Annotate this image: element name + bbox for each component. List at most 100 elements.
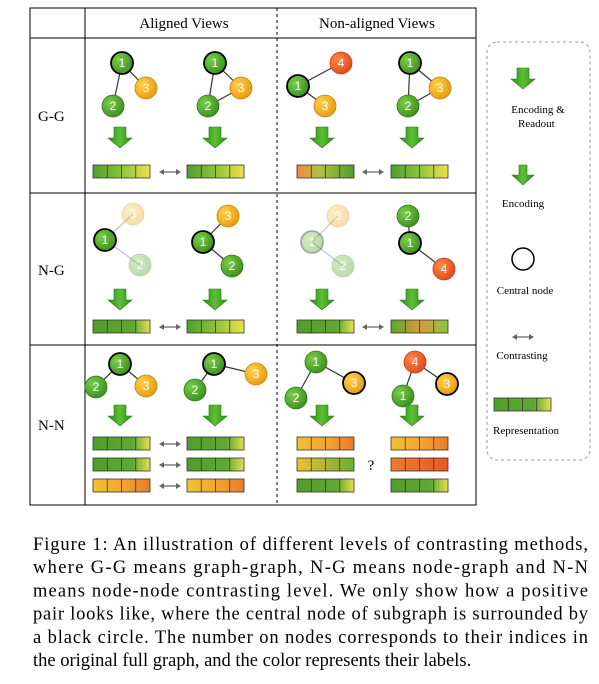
block-arrow xyxy=(202,126,228,149)
node: 2 xyxy=(396,94,420,118)
node-label: 4 xyxy=(441,262,448,276)
node: 2 xyxy=(331,254,355,278)
node-label: 3 xyxy=(253,367,260,381)
contrast-arrow-head xyxy=(512,334,534,340)
block-arrow xyxy=(309,404,335,427)
node: 3 xyxy=(134,374,158,398)
node-circle xyxy=(134,374,158,398)
node-circle xyxy=(428,76,452,100)
table-border xyxy=(29,7,477,506)
node: 1 xyxy=(286,74,310,98)
node-circle xyxy=(313,94,337,118)
node-label: 2 xyxy=(405,209,412,223)
node: 3 xyxy=(428,76,452,100)
node: 1 xyxy=(398,51,422,75)
node-circle xyxy=(110,51,134,75)
node-label: 2 xyxy=(110,99,117,113)
legend-label: Representation xyxy=(493,425,559,437)
node-label: 3 xyxy=(351,376,358,390)
node-circle xyxy=(121,202,145,226)
node: 2 xyxy=(396,204,420,228)
node-circle xyxy=(202,352,226,376)
block-arrow xyxy=(202,288,228,311)
node: 1 xyxy=(202,352,226,376)
node: 1 xyxy=(304,350,328,374)
node-label: 3 xyxy=(335,209,342,223)
node: 2 xyxy=(101,94,125,118)
node: 4 xyxy=(403,350,427,374)
contrast-arrow-head xyxy=(159,169,181,175)
node-label: 2 xyxy=(205,99,212,113)
contrast-arrow-head xyxy=(159,462,181,468)
block-arrow xyxy=(309,126,335,149)
node-label: 3 xyxy=(238,81,245,95)
node-circle xyxy=(342,371,366,395)
node-label: 3 xyxy=(444,377,451,391)
node: 1 xyxy=(191,230,215,254)
node-label: 1 xyxy=(309,235,316,249)
node: 1 xyxy=(300,230,324,254)
node-label: 2 xyxy=(229,259,236,273)
node-circle xyxy=(403,350,427,374)
node-circle xyxy=(216,204,240,228)
node-label: 1 xyxy=(295,79,302,93)
row-label: N-N xyxy=(38,418,65,434)
node: 3 xyxy=(435,372,459,396)
legend-label: Contrasting xyxy=(496,350,548,362)
contrast-arrow-head xyxy=(159,324,181,330)
node: 4 xyxy=(329,51,353,75)
node-label: 1 xyxy=(407,236,414,250)
caption-line: means node-node contrasting level. We on… xyxy=(33,581,588,601)
node-label: 3 xyxy=(143,379,150,393)
caption-line: Figure 1: An illustration of different l… xyxy=(33,535,588,555)
node: 1 xyxy=(110,51,134,75)
node: 3 xyxy=(121,202,145,226)
node-label: 1 xyxy=(211,357,218,371)
node-label: 3 xyxy=(225,209,232,223)
node-label: 1 xyxy=(212,56,219,70)
node-label: 2 xyxy=(405,99,412,113)
legend-arrow xyxy=(511,164,535,186)
node: 1 xyxy=(93,228,117,252)
node-label: 2 xyxy=(293,391,300,405)
legend-label: Encoding xyxy=(502,198,545,210)
node-circle xyxy=(435,372,459,396)
node-circle xyxy=(391,384,415,408)
node-circle xyxy=(398,51,422,75)
column-header: Aligned Views xyxy=(139,16,228,32)
caption-line: pair looks like, where the central node … xyxy=(33,605,589,625)
row-label: N-G xyxy=(38,263,65,279)
node-circle xyxy=(134,76,158,100)
node-circle xyxy=(244,362,268,386)
node: 1 xyxy=(203,51,227,75)
node-label: 3 xyxy=(322,99,329,113)
block-arrow xyxy=(107,404,133,427)
node: 3 xyxy=(244,362,268,386)
node: 2 xyxy=(196,94,220,118)
node: 1 xyxy=(391,384,415,408)
contrast-arrow-head xyxy=(362,169,384,175)
node: 1 xyxy=(398,231,422,255)
caption-line: the original full graph, and the color r… xyxy=(33,651,471,671)
node-circle xyxy=(331,254,355,278)
node-label: 3 xyxy=(437,81,444,95)
node-circle xyxy=(183,378,207,402)
legend-label: Encoding & xyxy=(511,104,565,116)
node-circle xyxy=(93,228,117,252)
node-label: 3 xyxy=(143,81,150,95)
node: 3 xyxy=(229,76,253,100)
node: 2 xyxy=(220,254,244,278)
node: 4 xyxy=(432,257,456,281)
node: 2 xyxy=(284,386,308,410)
node-circle xyxy=(396,94,420,118)
contrast-arrow-head xyxy=(362,324,384,330)
block-arrow xyxy=(510,67,536,90)
node-circle xyxy=(203,51,227,75)
node: 2 xyxy=(84,375,108,399)
node-label: 2 xyxy=(137,258,144,272)
node-circle xyxy=(432,257,456,281)
node: 3 xyxy=(342,371,366,395)
node-label: 1 xyxy=(119,56,126,70)
node-circle xyxy=(326,204,350,228)
node-circle xyxy=(101,94,125,118)
